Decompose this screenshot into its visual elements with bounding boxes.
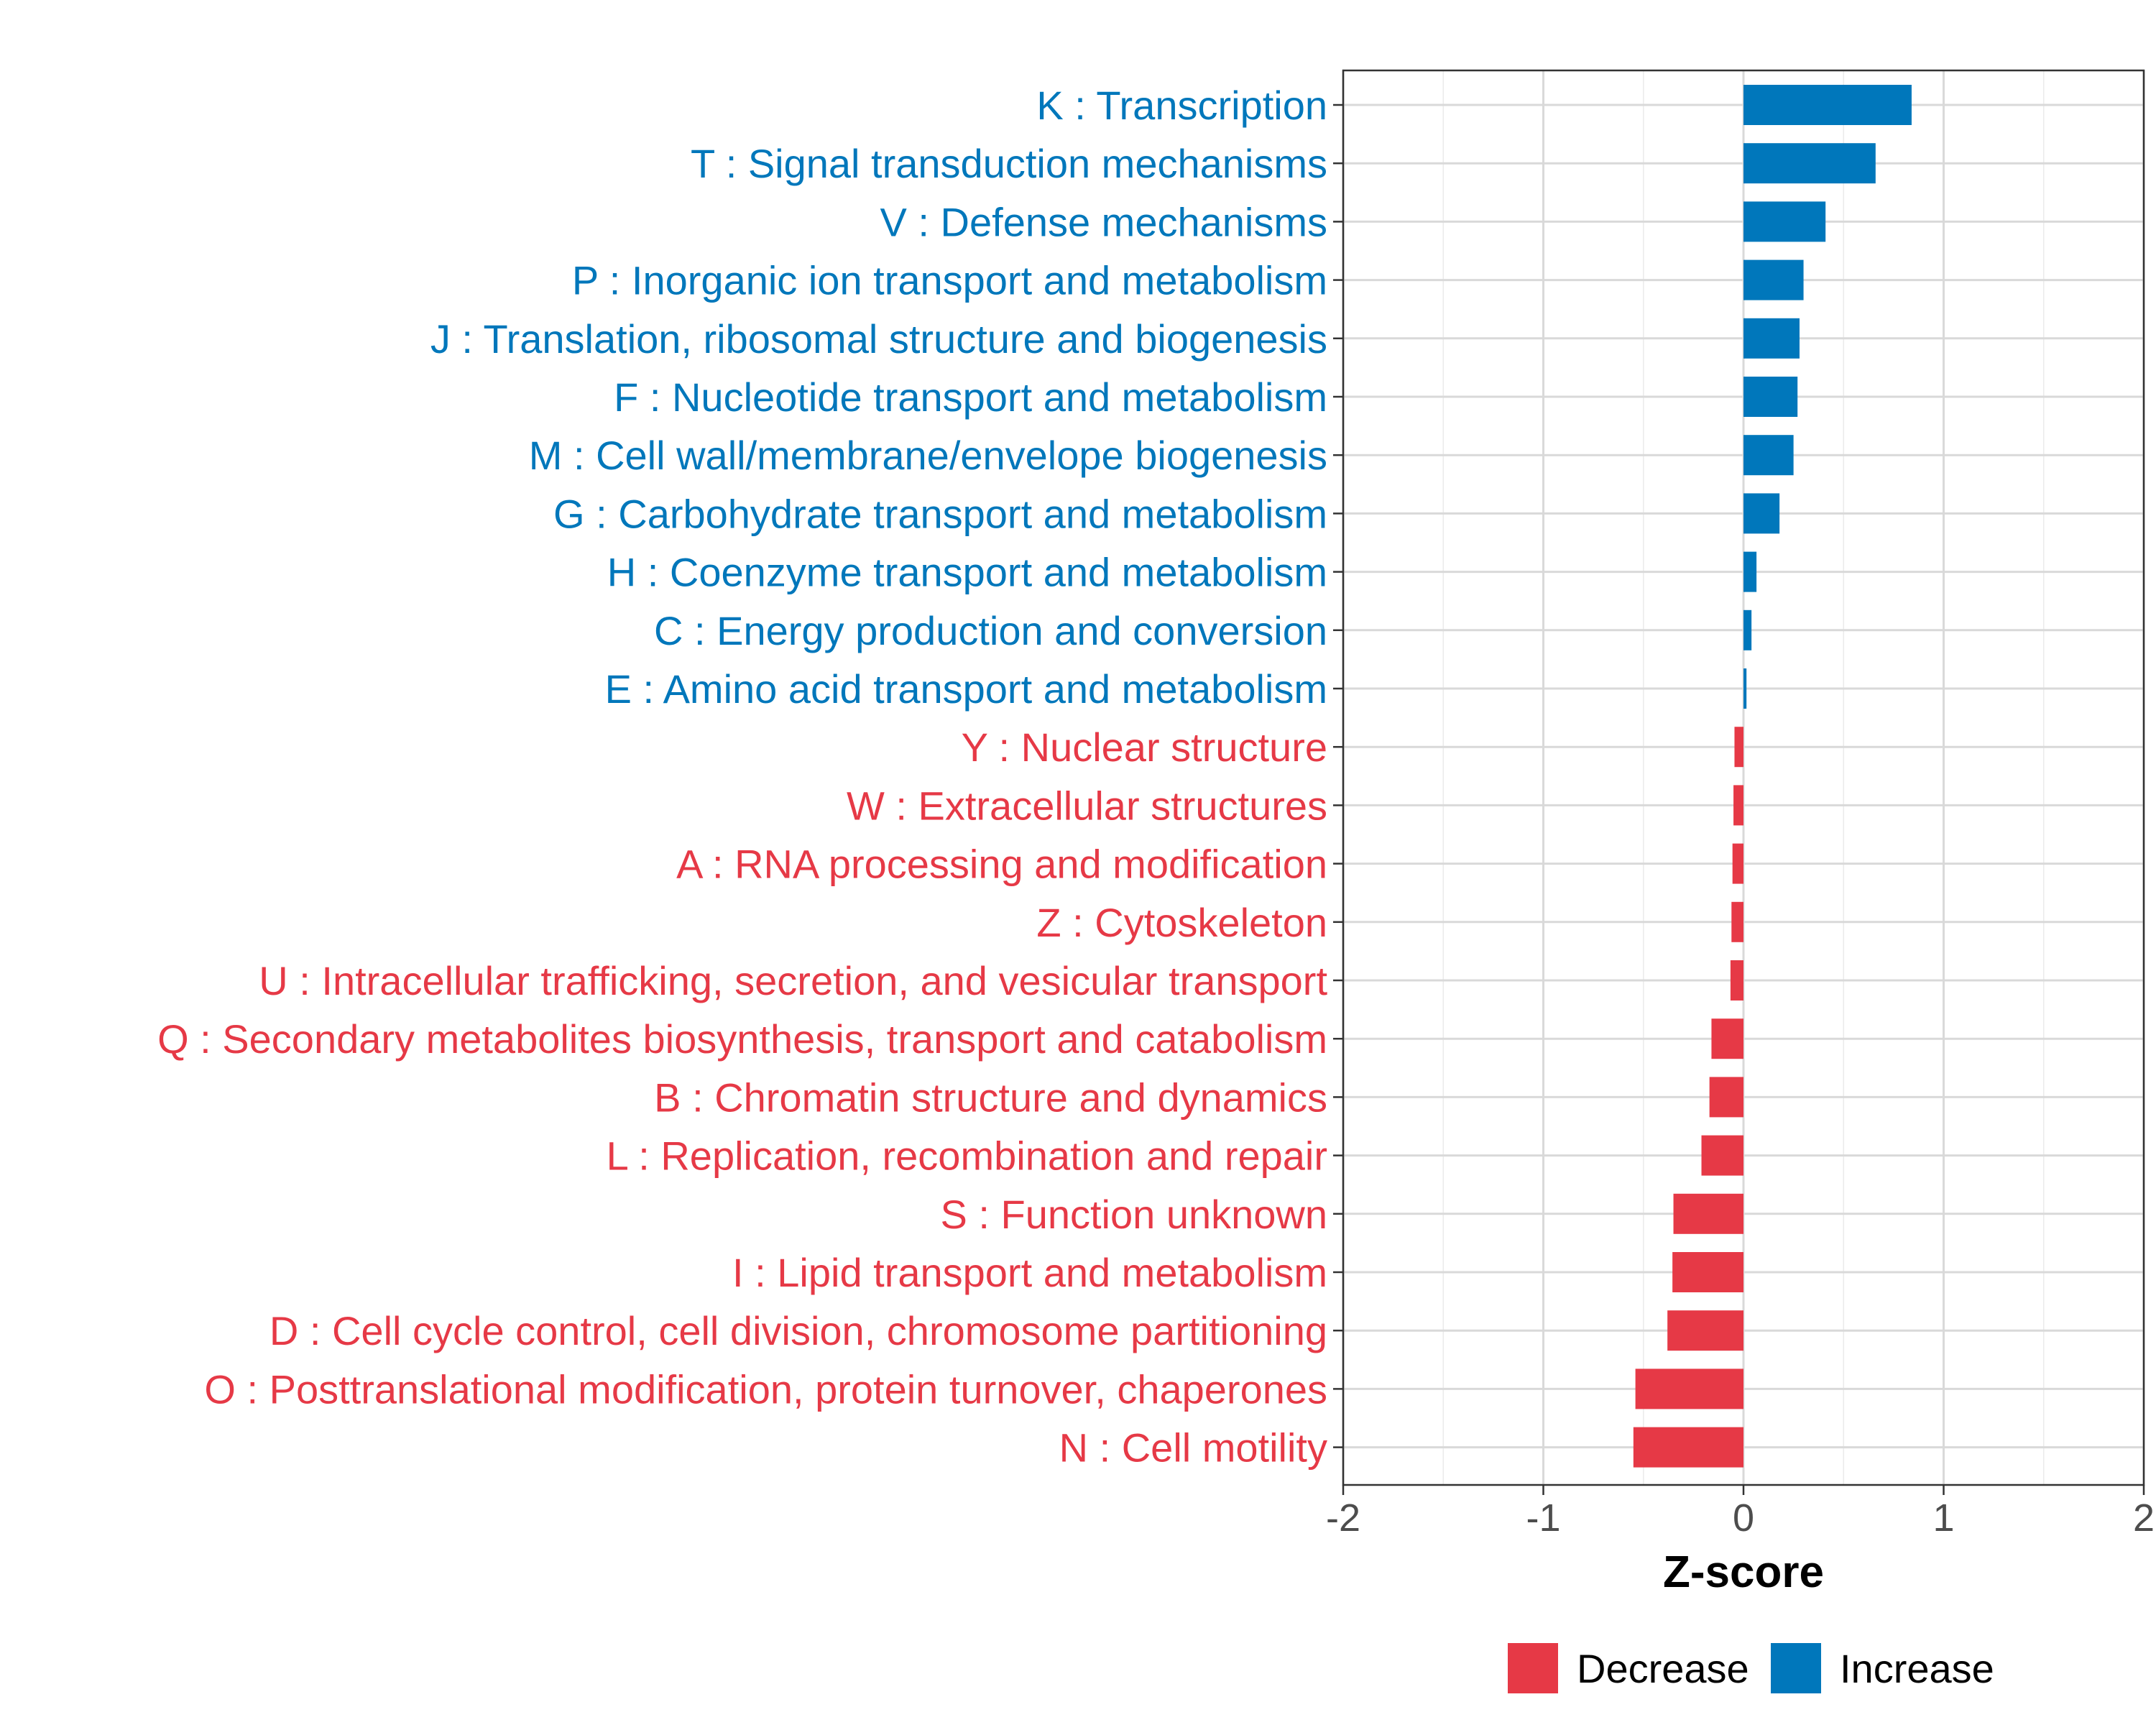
category-label: T : Signal transduction mechanisms	[691, 141, 1327, 186]
category-label: I : Lipid transport and metabolism	[732, 1250, 1327, 1295]
bar-o	[1635, 1368, 1743, 1409]
category-label: V : Defense mechanisms	[880, 199, 1327, 244]
bar-t	[1743, 143, 1876, 184]
bar-f	[1743, 377, 1798, 417]
category-label: Y : Nuclear structure	[962, 724, 1327, 770]
bar-n	[1633, 1427, 1743, 1468]
category-label: L : Replication, recombination and repai…	[607, 1133, 1327, 1179]
category-label: B : Chromatin structure and dynamics	[654, 1075, 1327, 1120]
category-label: O : Posttranslational modification, prot…	[204, 1366, 1327, 1412]
category-label: Z : Cytoskeleton	[1036, 900, 1327, 945]
category-label: Q : Secondary metabolites biosynthesis, …	[157, 1016, 1327, 1062]
bar-l	[1701, 1135, 1743, 1176]
category-label: J : Translation, ribosomal structure and…	[430, 316, 1327, 362]
bar-q	[1711, 1018, 1743, 1059]
category-label: G : Carbohydrate transport and metabolis…	[553, 491, 1327, 536]
category-label: K : Transcription	[1036, 83, 1327, 128]
bars-group	[1633, 85, 1912, 1468]
bar-s	[1673, 1193, 1743, 1234]
x-tick-label: 1	[1932, 1496, 1954, 1540]
x-tick-label: -2	[1326, 1496, 1360, 1540]
bar-u	[1730, 960, 1743, 1000]
category-label: E : Amino acid transport and metabolism	[605, 666, 1327, 712]
bar-h	[1743, 551, 1757, 592]
legend-key-increase	[1771, 1643, 1821, 1693]
bar-i	[1672, 1252, 1743, 1292]
category-label: F : Nucleotide transport and metabolism	[614, 374, 1327, 420]
bar-k	[1743, 85, 1912, 125]
bar-b	[1709, 1077, 1743, 1118]
category-label: P : Inorganic ion transport and metaboli…	[572, 258, 1327, 303]
x-tick-label: 2	[2133, 1496, 2155, 1540]
x-axis-ticks: -2 -1 0 1 2	[1326, 1485, 2155, 1540]
bar-d	[1667, 1310, 1743, 1351]
bar-e	[1743, 668, 1747, 709]
bar-z	[1731, 901, 1743, 942]
bar-v	[1743, 201, 1826, 242]
bar-j	[1743, 318, 1800, 359]
legend-label-increase: Increase	[1840, 1646, 1994, 1691]
bar-y	[1734, 727, 1743, 768]
category-label: C : Energy production and conversion	[654, 608, 1327, 653]
category-label: W : Extracellular structures	[847, 783, 1327, 828]
legend-label-decrease: Decrease	[1577, 1646, 1749, 1691]
category-label: A : RNA processing and modification	[676, 842, 1327, 887]
bar-m	[1743, 435, 1794, 476]
category-label: M : Cell wall/membrane/envelope biogenes…	[529, 433, 1327, 478]
category-label: U : Intracellular trafficking, secretion…	[259, 958, 1327, 1003]
y-axis-ticks	[1333, 104, 1343, 1448]
x-tick-label: -1	[1526, 1496, 1560, 1540]
bar-p	[1743, 259, 1804, 300]
bar-a	[1732, 843, 1743, 884]
category-labels: K : Transcription T : Signal transduction…	[157, 83, 1327, 1471]
bar-g	[1743, 493, 1780, 534]
category-label: D : Cell cycle control, cell division, c…	[270, 1308, 1327, 1353]
x-axis-title: Z-score	[1663, 1547, 1824, 1597]
legend-key-decrease	[1508, 1643, 1558, 1693]
legend: Decrease Increase	[1508, 1643, 1994, 1693]
category-label: S : Function unknown	[940, 1192, 1327, 1237]
category-label: H : Coenzyme transport and metabolism	[607, 550, 1327, 595]
category-label: N : Cell motility	[1059, 1425, 1327, 1471]
bar-c	[1743, 610, 1752, 650]
bar-w	[1733, 785, 1743, 826]
x-tick-label: 0	[1733, 1496, 1754, 1540]
